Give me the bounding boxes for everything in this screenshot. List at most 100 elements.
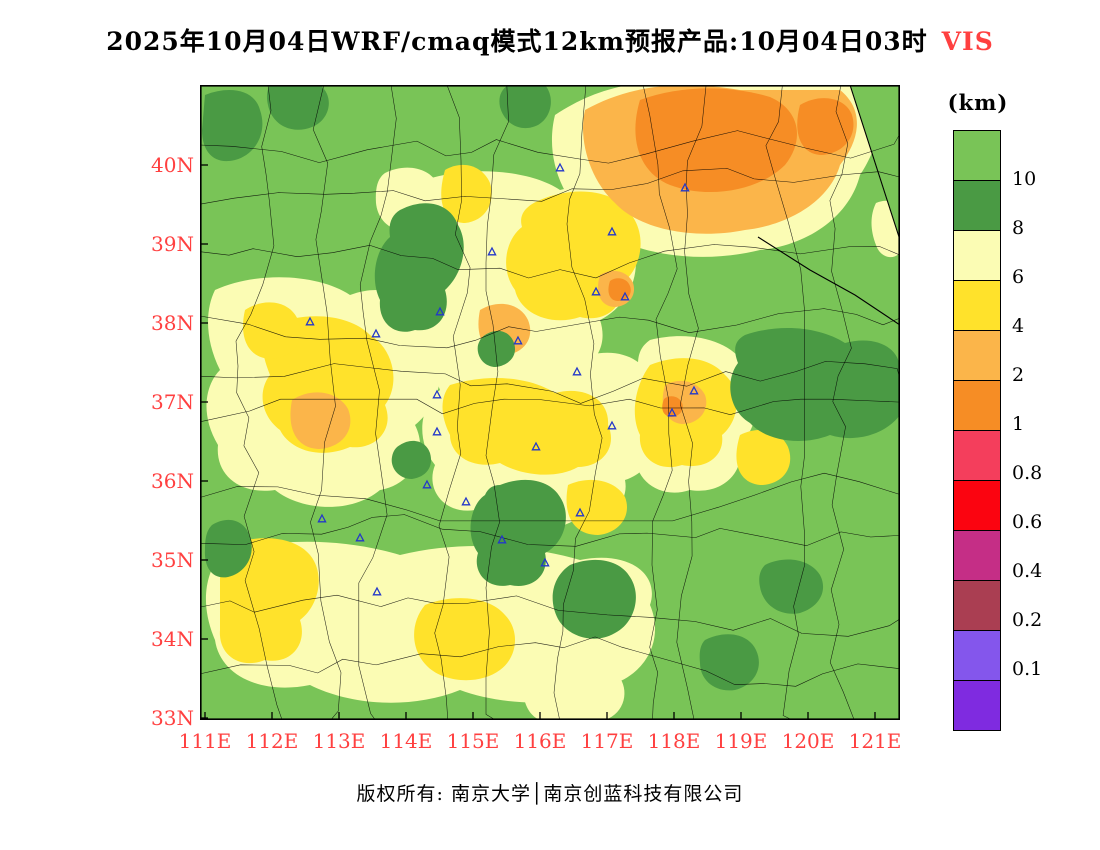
- vis-region-polygon: [635, 88, 797, 193]
- station-marker: [607, 420, 617, 430]
- boundary-line: [310, 85, 342, 720]
- lon-label-114E: 114E: [379, 729, 433, 753]
- vis-region-polygon: [608, 278, 631, 301]
- vis-region-polygon: [219, 538, 319, 664]
- legend-tick-0.2: 0.2: [1012, 609, 1043, 631]
- vis-region-polygon: [566, 479, 627, 535]
- page-title: 2025年10月04日WRF/cmaq模式12km预报产品:10月04日03时 V…: [0, 22, 1100, 58]
- boundary-line: [676, 85, 707, 720]
- boundary-line: [200, 594, 900, 637]
- station-marker: [620, 291, 630, 301]
- visibility-fill-regions: [202, 85, 900, 720]
- legend-tick-0.6: 0.6: [1012, 511, 1043, 533]
- station-marker: [372, 586, 382, 596]
- station-marker: [422, 479, 432, 489]
- title-text: 2025年10月04日WRF/cmaq模式12km预报产品:10月04日03时: [106, 27, 928, 56]
- legend-swatch-2: [954, 230, 1000, 280]
- boundary-line: [200, 130, 900, 164]
- station-marker: [317, 513, 327, 523]
- boundary-line: [485, 85, 509, 720]
- station-marker: [305, 316, 315, 326]
- lat-label-35N: 35N: [151, 548, 194, 572]
- lon-label-121E: 121E: [848, 729, 902, 753]
- lon-label-113E: 113E: [312, 729, 366, 753]
- legend-swatch-10: [954, 630, 1000, 680]
- station-marker: [497, 534, 507, 544]
- legend-swatch-5: [954, 380, 1000, 430]
- station-marker: [572, 366, 582, 376]
- vis-region-polygon: [477, 330, 516, 367]
- station-marker: [667, 407, 677, 417]
- station-marker: [487, 246, 497, 256]
- lat-label-39N: 39N: [151, 232, 194, 256]
- lon-label-120E: 120E: [781, 729, 835, 753]
- station-marker: [689, 385, 699, 395]
- station-marker: [432, 389, 442, 399]
- station-marker: [555, 162, 565, 172]
- station-marker: [540, 557, 550, 567]
- vis-region-polygon: [797, 98, 854, 155]
- boundary-line: [200, 636, 900, 687]
- legend-swatch-11: [954, 680, 1000, 730]
- station-marker: [680, 182, 690, 192]
- vis-region-polygon: [266, 85, 329, 130]
- map-svg: [200, 85, 900, 720]
- station-marker: [355, 532, 365, 542]
- vis-region-polygon: [243, 302, 301, 359]
- station-marker: [461, 496, 471, 506]
- boundary-line: [200, 308, 900, 349]
- vis-region-polygon: [552, 559, 636, 639]
- legend-tick-0.8: 0.8: [1012, 462, 1043, 484]
- lat-label-36N: 36N: [151, 469, 194, 493]
- legend-tick-0.4: 0.4: [1012, 560, 1043, 582]
- lon-label-118E: 118E: [647, 729, 701, 753]
- boundary-line: [642, 85, 678, 720]
- lat-label-33N: 33N: [151, 706, 194, 730]
- legend-swatch-3: [954, 280, 1000, 330]
- station-marker: [371, 328, 381, 338]
- lon-label-115E: 115E: [446, 729, 500, 753]
- vis-region-polygon: [374, 203, 464, 332]
- lat-label-34N: 34N: [151, 627, 194, 651]
- legend-tick-1: 1: [1012, 413, 1025, 435]
- vis-region-polygon: [662, 396, 683, 417]
- lat-label-40N: 40N: [151, 153, 194, 177]
- legend-tick-6: 6: [1012, 266, 1025, 288]
- station-marker: [607, 226, 617, 236]
- vis-region-polygon: [414, 598, 516, 681]
- vis-region-polygon: [499, 85, 551, 129]
- lat-label-38N: 38N: [151, 311, 194, 335]
- legend-tick-2: 2: [1012, 364, 1025, 386]
- coastline: [757, 85, 900, 326]
- legend-swatch-4: [954, 330, 1000, 380]
- boundary-line: [200, 244, 900, 279]
- station-marker: [575, 507, 585, 517]
- vis-region-polygon: [441, 164, 492, 223]
- boundary-line: [358, 85, 397, 720]
- boundary-line: [200, 361, 900, 404]
- boundary-line: [553, 85, 603, 720]
- boundary-line: [200, 514, 900, 547]
- legend-tick-4: 4: [1012, 315, 1025, 337]
- vis-region-polygon: [202, 90, 263, 162]
- lon-label-117E: 117E: [580, 729, 634, 753]
- legend-swatch-7: [954, 480, 1000, 530]
- lat-label-37N: 37N: [151, 390, 194, 414]
- legend-colorbar: [953, 130, 1001, 731]
- boundary-line: [829, 85, 855, 720]
- lon-label-119E: 119E: [714, 729, 768, 753]
- variable-tag: VIS: [941, 27, 994, 56]
- station-markers: [305, 162, 699, 596]
- map-frame: [200, 85, 900, 720]
- legend-swatch-8: [954, 530, 1000, 580]
- station-marker: [513, 335, 523, 345]
- vis-region-polygon: [730, 328, 900, 442]
- copyright-footer: 版权所有: 南京大学│南京创蓝科技有限公司: [356, 783, 744, 805]
- vis-region-polygon: [204, 519, 252, 578]
- boundary-line: [235, 85, 283, 720]
- legend-swatch-0: [954, 131, 1000, 180]
- forecast-map: [200, 85, 900, 720]
- vis-region-polygon: [736, 429, 791, 485]
- lon-label-111E: 111E: [178, 729, 232, 753]
- legend-tick-8: 8: [1012, 217, 1025, 239]
